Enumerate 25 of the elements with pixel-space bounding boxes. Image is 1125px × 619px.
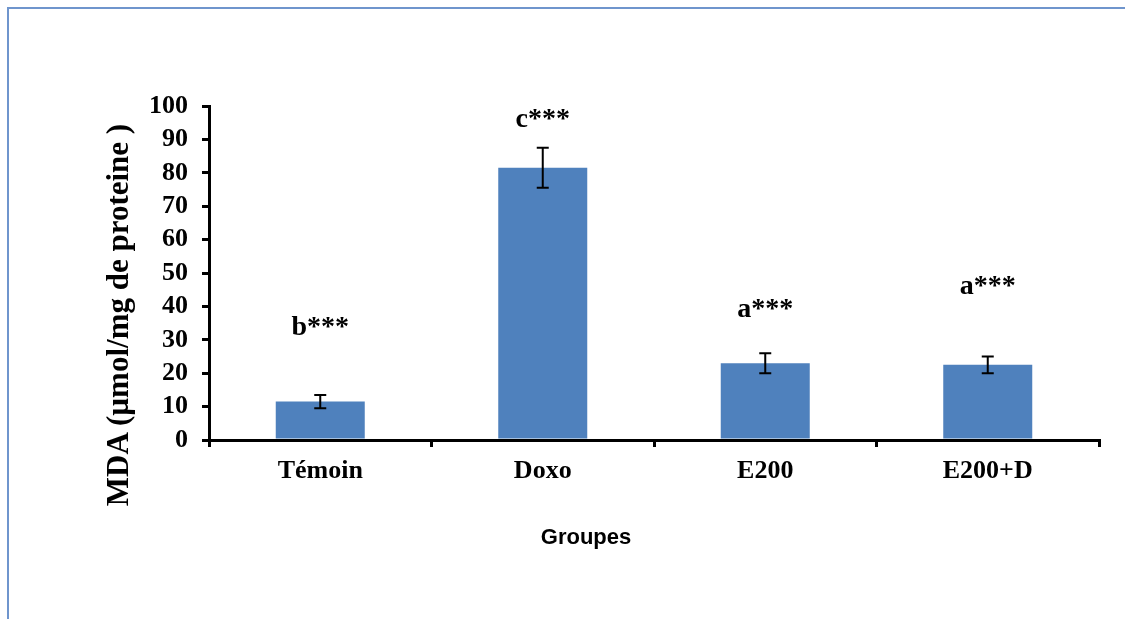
y-tick-label: 80: [162, 156, 188, 186]
y-tick-label: 100: [149, 89, 188, 119]
y-tick-label: 90: [162, 123, 188, 153]
y-tick-label: 50: [162, 256, 188, 286]
x-axis-title: Groupes: [540, 524, 632, 550]
x-tick-label: Témoin: [277, 455, 364, 485]
y-tick-label: 10: [162, 390, 188, 420]
annotation: a***: [737, 292, 794, 324]
x-tick-label: E200+D: [942, 455, 1033, 485]
bar: [498, 167, 588, 439]
x-tick-label: Doxo: [513, 455, 572, 485]
y-axis-title: MDA (µmol/mg de proteine ): [100, 123, 136, 507]
y-tick-label: 60: [162, 223, 188, 253]
annotation: a***: [959, 268, 1016, 300]
annotation: b***: [291, 310, 350, 342]
annotation: c***: [515, 101, 570, 133]
y-tick-label: 0: [175, 423, 188, 453]
bar: [943, 364, 1033, 439]
y-tick-label: 30: [162, 323, 188, 353]
y-tick-label: 40: [162, 290, 188, 320]
bar: [275, 401, 365, 439]
y-tick-label: 70: [162, 189, 188, 219]
x-tick-label: E200: [737, 455, 794, 485]
bar: [720, 363, 810, 439]
y-tick-label: 20: [162, 356, 188, 386]
